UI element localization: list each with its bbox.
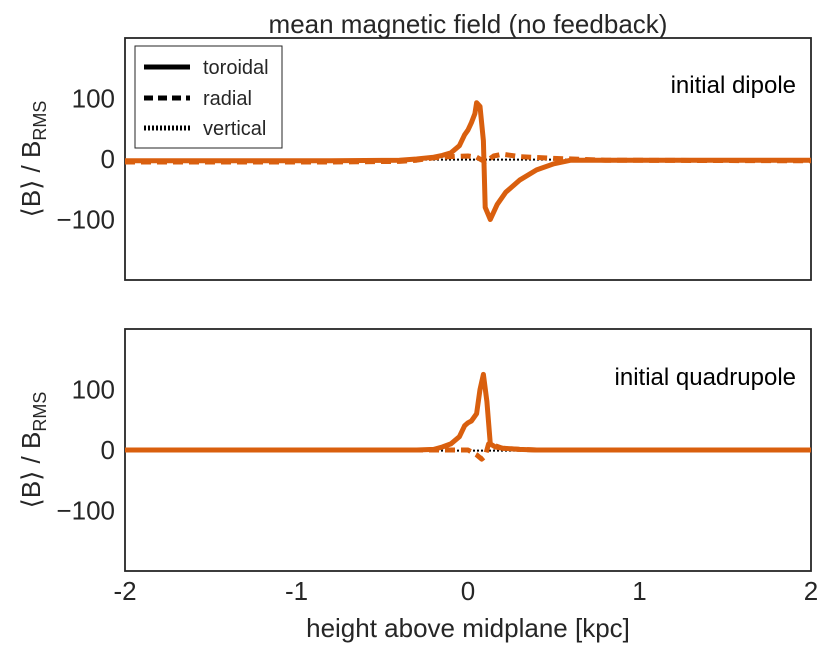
legend-label-toroidal: toroidal bbox=[203, 57, 269, 79]
panel-dipole: 100 0 −100 initial dipole ⟨B⟩ / BRMS toroi… bbox=[16, 37, 812, 281]
y-label-main: ⟨B⟩ / B bbox=[16, 141, 46, 218]
svg-text:⟨B⟩ / BRMS: ⟨B⟩ / BRMS bbox=[16, 101, 50, 218]
y-label-main: ⟨B⟩ / B bbox=[16, 432, 46, 509]
x-tick-label: 0 bbox=[461, 576, 475, 606]
x-tick-label: 2 bbox=[804, 576, 818, 606]
x-tick-label: 1 bbox=[632, 576, 646, 606]
y-tick-label: 100 bbox=[72, 84, 115, 114]
panel-quadrupole: 100 0 −100 initial quadrupole ⟨B⟩ / BRMS bbox=[16, 328, 812, 572]
y-tick-label: 0 bbox=[101, 435, 115, 465]
y-label-sub: RMS bbox=[30, 101, 50, 141]
y-axis-label: ⟨B⟩ / BRMS bbox=[16, 101, 50, 218]
y-tick-label: 0 bbox=[101, 144, 115, 174]
y-tick-label: −100 bbox=[56, 496, 115, 526]
legend-label-vertical: vertical bbox=[203, 118, 266, 140]
legend-label-radial: radial bbox=[203, 88, 252, 110]
series-line-toroidal bbox=[125, 371, 811, 453]
chart-title: mean magnetic field (no feedback) bbox=[269, 9, 668, 39]
panel-annotation: initial quadrupole bbox=[615, 364, 796, 391]
panel-annotation: initial dipole bbox=[671, 72, 796, 99]
svg-text:⟨B⟩ / BRMS: ⟨B⟩ / BRMS bbox=[16, 392, 50, 509]
y-tick-label: 100 bbox=[72, 375, 115, 405]
x-tick-label: -2 bbox=[113, 576, 136, 606]
y-tick-label: −100 bbox=[56, 205, 115, 235]
y-axis-label: ⟨B⟩ / BRMS bbox=[16, 392, 50, 509]
x-tick-label: -1 bbox=[285, 576, 308, 606]
series-line-toroidal bbox=[125, 100, 811, 222]
x-axis-label: height above midplane [kpc] bbox=[306, 613, 630, 643]
y-label-sub: RMS bbox=[30, 392, 50, 432]
legend: toroidal radial vertical bbox=[134, 45, 283, 149]
